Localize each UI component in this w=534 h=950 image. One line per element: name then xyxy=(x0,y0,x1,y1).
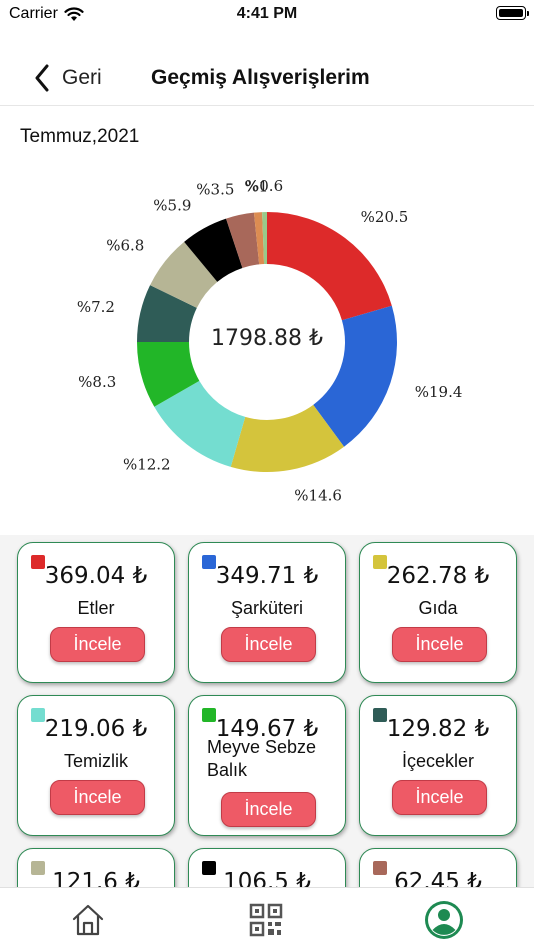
chart-total: 1798.88 ₺ xyxy=(211,326,323,351)
donut-chart-svg: %20.5 %19.4 %14.6 %12.2 %8.3 %7.2 %6.8 %5.9 %3.5… xyxy=(77,177,463,505)
profile-icon xyxy=(425,901,463,939)
category-color-swatch xyxy=(373,708,387,722)
donut-slice xyxy=(253,212,265,265)
category-name: Şarküteri xyxy=(230,598,304,618)
donut-slice xyxy=(137,342,200,407)
category-card[interactable]: 262.78 ₺ Gıda İncele xyxy=(359,542,517,683)
category-color-swatch xyxy=(373,861,387,875)
category-name: Meyve Sebze Balık xyxy=(207,737,317,780)
category-color-swatch xyxy=(31,861,45,875)
donut-slice xyxy=(154,380,246,467)
navigation-bar: Geri Geçmiş Alışverişlerim xyxy=(0,50,534,106)
donut-slice-label: %19.4 xyxy=(415,383,463,401)
category-card[interactable]: 106.5 ₺ xyxy=(188,848,346,887)
carrier: Carrier xyxy=(9,5,84,23)
clock: 4:41 PM xyxy=(236,5,298,22)
donut-slice-label: %14.6 xyxy=(294,487,342,505)
back-button[interactable]: Geri xyxy=(34,64,102,92)
category-color-swatch xyxy=(373,555,387,569)
category-amount: 106.5 ₺ xyxy=(223,869,311,887)
category-name: Etler xyxy=(77,598,115,618)
category-name: İçecekler xyxy=(401,751,475,771)
battery-icon xyxy=(496,6,529,20)
donut-slice-label: %1 xyxy=(244,177,268,195)
donut-slice xyxy=(150,241,218,308)
tab-bar xyxy=(0,887,534,950)
category-color-swatch xyxy=(31,555,45,569)
category-card[interactable]: 121.6 ₺ xyxy=(17,848,175,887)
inspect-button[interactable]: İncele xyxy=(50,780,145,815)
qr-code-icon xyxy=(249,903,283,937)
category-amount: 369.04 ₺ xyxy=(44,563,148,589)
donut-slice xyxy=(267,212,392,321)
donut-slice-label: %5.9 xyxy=(153,197,191,215)
category-card[interactable]: 129.82 ₺ İçecekler İncele xyxy=(359,695,517,836)
inspect-button[interactable]: İncele xyxy=(392,627,487,662)
category-name: Temizlik xyxy=(63,751,128,771)
carrier-label: Carrier xyxy=(9,5,58,22)
category-amount: 219.06 ₺ xyxy=(44,716,148,742)
inspect-button[interactable]: İncele xyxy=(221,792,316,827)
category-card[interactable]: 219.06 ₺ Temizlik İncele xyxy=(17,695,175,836)
donut-slice-label: %7.2 xyxy=(77,298,115,316)
inspect-button[interactable]: İncele xyxy=(50,627,145,662)
donut-slice-label: %0.6 xyxy=(245,177,283,195)
tab-profile[interactable] xyxy=(424,900,464,940)
category-card[interactable]: 369.04 ₺ Etler İncele xyxy=(17,542,175,683)
category-amount: 121.6 ₺ xyxy=(52,869,140,887)
category-card[interactable]: 349.71 ₺ Şarküteri İncele xyxy=(188,542,346,683)
spending-donut-chart: %20.5 %19.4 %14.6 %12.2 %8.3 %7.2 %6.8 %5.9 %3.5… xyxy=(0,160,534,520)
category-card[interactable]: 62.45 ₺ xyxy=(359,848,517,887)
category-amount: 129.82 ₺ xyxy=(386,716,490,742)
donut-slice-label: %12.2 xyxy=(123,456,171,474)
category-cards: 369.04 ₺ Etler İncele 349.71 ₺ Şarküteri İnce… xyxy=(0,535,534,887)
donut-slice xyxy=(230,404,345,472)
category-amount: 262.78 ₺ xyxy=(386,563,490,589)
back-label: Geri xyxy=(62,66,102,89)
inspect-button[interactable]: İncele xyxy=(221,627,316,662)
tab-home[interactable] xyxy=(68,900,108,940)
donut-slice-label: %8.3 xyxy=(78,373,116,391)
page-title: Geçmiş Alışverişlerim xyxy=(151,66,370,89)
category-color-swatch xyxy=(31,708,45,722)
category-amount: 62.45 ₺ xyxy=(394,869,482,887)
donut-slice xyxy=(313,305,397,447)
donut-slice-label: %6.8 xyxy=(106,237,144,255)
home-icon xyxy=(72,904,104,936)
category-amount: 149.67 ₺ xyxy=(215,716,319,742)
category-color-swatch xyxy=(202,861,216,875)
donut-slice xyxy=(184,218,243,282)
donut-slice xyxy=(262,212,267,265)
donut-slice-label: %20.5 xyxy=(361,208,409,226)
category-name: Gıda xyxy=(418,598,458,618)
chevron-left-icon xyxy=(35,64,49,92)
category-color-swatch xyxy=(202,708,216,722)
period-label: Temmuz,2021 xyxy=(20,126,140,147)
status-bar: Carrier 4:41 PM xyxy=(0,0,534,30)
tab-qr-code[interactable] xyxy=(246,900,286,940)
category-color-swatch xyxy=(202,555,216,569)
donut-slice xyxy=(226,212,260,268)
category-card[interactable]: 149.67 ₺ Meyve Sebze Balık İncele xyxy=(188,695,346,836)
donut-slice-label: %3.5 xyxy=(196,180,234,198)
wifi-icon xyxy=(64,6,84,21)
category-amount: 349.71 ₺ xyxy=(215,563,319,589)
inspect-button[interactable]: İncele xyxy=(392,780,487,815)
donut-slice xyxy=(137,285,197,342)
